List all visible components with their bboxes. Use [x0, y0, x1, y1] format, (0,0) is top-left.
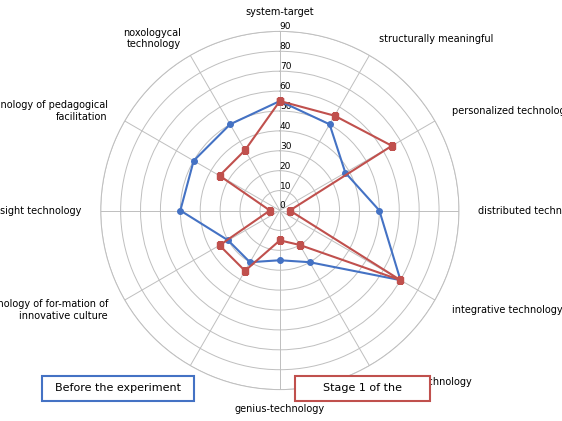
Text: Stage 1 of the: Stage 1 of the [323, 384, 402, 393]
FancyBboxPatch shape [295, 376, 430, 401]
Text: Before the experiment: Before the experiment [55, 384, 181, 393]
FancyBboxPatch shape [43, 376, 193, 401]
